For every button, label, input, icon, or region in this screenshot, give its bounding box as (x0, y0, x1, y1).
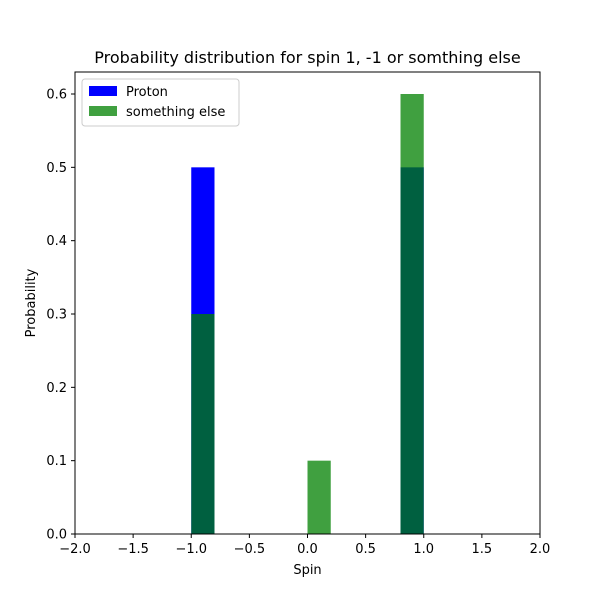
bars-layer (191, 94, 424, 535)
x-tick-label: 1.0 (413, 542, 434, 557)
x-tick-label: 0.0 (297, 542, 318, 557)
legend-label: Proton (126, 85, 168, 100)
y-tick-label: 0.3 (46, 308, 67, 323)
x-tick-label: 1.5 (472, 542, 493, 557)
y-tick-label: 0.1 (46, 454, 67, 469)
y-tick-label: 0.2 (46, 381, 67, 396)
x-tick-label: 0.5 (355, 542, 376, 557)
x-axis: −2.0 −1.5 −1.0 −0.5 0.0 0.5 1.0 1.5 2.0 (59, 534, 550, 557)
chart-title: Probability distribution for spin 1, -1 … (94, 48, 520, 67)
legend: Proton something else (81, 78, 240, 127)
x-tick-label: −1.5 (117, 542, 149, 557)
x-tick-label: −2.0 (59, 542, 91, 557)
x-axis-title: Spin (293, 563, 321, 578)
y-axis: 0.0 0.1 0.2 0.3 0.4 0.5 0.6 (46, 88, 75, 543)
legend-swatch (89, 106, 117, 116)
bar-something-else-2 (400, 94, 424, 534)
y-tick-label: 0.0 (46, 528, 67, 543)
legend-swatch (89, 86, 117, 96)
y-tick-label: 0.4 (46, 234, 67, 249)
x-tick-label: −1.0 (175, 542, 207, 557)
y-tick-label: 0.6 (46, 88, 67, 103)
legend-label: something else (126, 105, 225, 120)
y-tick-label: 0.5 (46, 161, 67, 176)
y-axis-title: Probability (24, 268, 39, 337)
bar-something-else-1 (307, 460, 331, 534)
x-tick-label: −0.5 (234, 542, 266, 557)
x-tick-label: 2.0 (530, 542, 551, 557)
legend-box (81, 78, 240, 127)
bar-something-else-0 (191, 314, 215, 534)
